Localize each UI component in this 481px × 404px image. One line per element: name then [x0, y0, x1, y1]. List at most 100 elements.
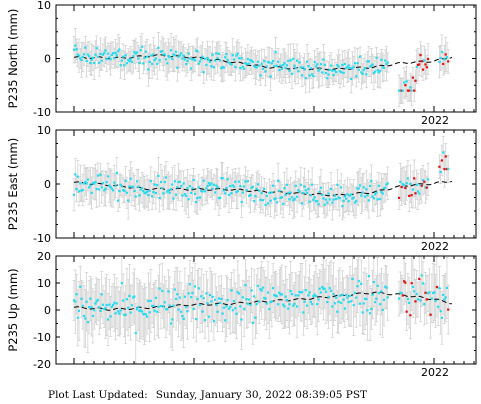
data-point	[171, 183, 174, 186]
error-bars	[72, 136, 450, 221]
data-point	[188, 57, 192, 60]
data-point	[103, 51, 106, 55]
data-point	[167, 189, 170, 192]
data-point	[274, 50, 277, 54]
data-point	[198, 303, 202, 307]
data-point	[210, 182, 213, 185]
data-point	[84, 180, 87, 184]
data-point	[185, 194, 188, 197]
data-point	[181, 57, 184, 60]
data-point	[328, 198, 331, 201]
data-point	[374, 300, 377, 304]
data-point	[163, 180, 166, 184]
data-point	[231, 54, 234, 57]
data-point	[111, 52, 115, 55]
data-point	[386, 182, 389, 185]
data-point	[149, 54, 152, 57]
data-point	[159, 304, 163, 308]
data-point	[406, 297, 409, 301]
data-point	[207, 182, 210, 185]
data-point-recent	[408, 89, 411, 92]
data-point	[149, 180, 152, 183]
data-point	[115, 171, 118, 175]
data-point	[205, 292, 208, 295]
data-point	[187, 198, 190, 201]
data-point	[356, 187, 359, 190]
data-point	[74, 173, 77, 176]
y-axis-label: P235 North (mm)	[6, 9, 20, 109]
data-point	[318, 68, 321, 71]
data-point-recent	[425, 298, 428, 301]
data-point	[217, 297, 220, 300]
data-point	[409, 182, 412, 186]
data-point	[375, 297, 378, 300]
data-point	[265, 302, 268, 305]
data-point	[145, 315, 149, 318]
data-point	[336, 64, 339, 67]
data-point	[164, 58, 168, 61]
data-point	[258, 300, 261, 303]
data-point	[361, 311, 364, 314]
data-point	[311, 183, 314, 186]
data-point	[135, 180, 139, 183]
data-point	[307, 187, 310, 191]
data-point	[195, 49, 198, 52]
data-point	[293, 64, 296, 67]
data-point	[303, 300, 306, 303]
data-point	[161, 186, 164, 190]
data-point	[321, 193, 324, 197]
data-point	[128, 59, 131, 63]
data-point	[208, 183, 212, 187]
data-point	[129, 58, 132, 61]
data-point	[311, 303, 314, 306]
data-point-recent	[414, 300, 417, 303]
data-point	[343, 307, 346, 310]
data-point	[269, 75, 272, 78]
data-point-recent	[445, 167, 449, 171]
data-point-recent	[420, 60, 423, 63]
data-point	[100, 293, 103, 296]
data-point	[331, 201, 334, 204]
data-point	[215, 184, 218, 187]
data-point	[230, 289, 233, 292]
data-point	[283, 305, 286, 308]
data-point	[182, 182, 185, 185]
data-point	[125, 298, 129, 301]
data-point	[361, 191, 364, 194]
data-point	[161, 289, 164, 293]
data-point	[322, 58, 325, 61]
data-point	[309, 300, 312, 303]
x-tick-label: 2022	[421, 366, 449, 379]
data-point	[172, 197, 175, 200]
data-point	[178, 296, 181, 299]
data-point	[115, 302, 118, 305]
data-point	[163, 301, 166, 304]
data-point	[318, 287, 321, 290]
data-point	[193, 192, 197, 195]
footer-timestamp: Sunday, January 30, 2022 08:39:05 PST	[155, 389, 368, 401]
data-point	[99, 309, 102, 312]
data-point-recent	[406, 89, 409, 92]
data-point-recent	[442, 62, 445, 66]
data-point	[196, 50, 199, 53]
data-point	[147, 68, 150, 71]
data-point	[224, 56, 227, 59]
data-point	[338, 197, 341, 200]
data-point	[180, 185, 183, 188]
data-point	[234, 180, 237, 183]
data-point	[321, 71, 324, 74]
data-point	[249, 59, 252, 62]
data-point	[273, 65, 276, 68]
data-point	[88, 186, 91, 189]
data-point	[352, 65, 355, 68]
data-point	[379, 303, 382, 306]
data-point	[351, 277, 354, 281]
data-point	[99, 173, 102, 176]
data-point	[81, 188, 84, 192]
data-point	[314, 65, 318, 68]
data-point	[154, 191, 157, 195]
data-point	[157, 305, 160, 308]
data-point	[382, 66, 386, 69]
panel-2: 10 0 -10 2022 P235 East (mm)	[6, 124, 477, 253]
data-point	[376, 198, 379, 201]
